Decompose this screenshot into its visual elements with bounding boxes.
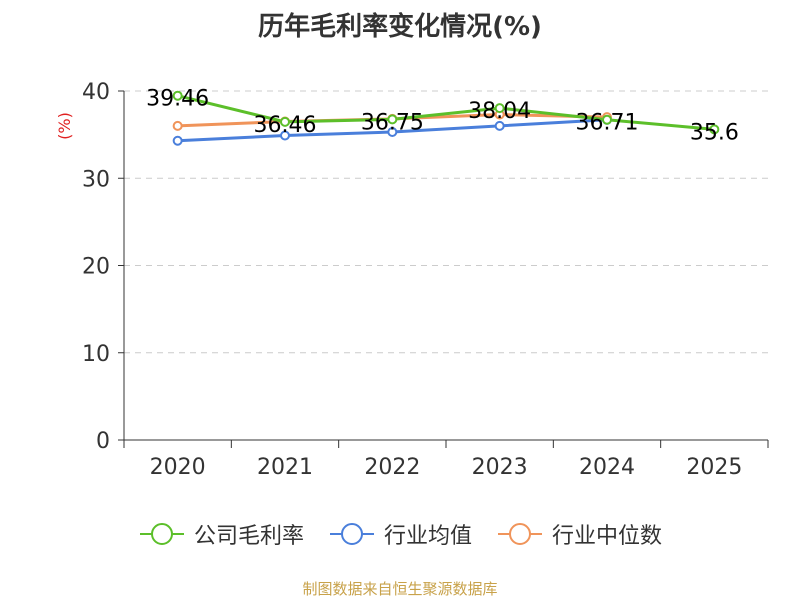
data-label: 39.46	[146, 87, 209, 112]
data-point	[387, 114, 398, 125]
data-point	[280, 116, 290, 127]
source-note: 制图数据来自恒生聚源数据库	[302, 580, 498, 598]
data-point	[387, 127, 398, 138]
y-tick-label: 0	[96, 429, 110, 454]
data-label: 36.46	[254, 113, 317, 138]
y-tick-label: 10	[82, 342, 110, 367]
data-point	[172, 90, 183, 101]
data-point	[709, 124, 720, 135]
y-tick-label: 40	[82, 80, 110, 105]
data-point	[494, 103, 505, 114]
legend-label: 行业中位数	[552, 524, 663, 549]
x-tick-label: 2023	[472, 455, 528, 480]
legend-item[interactable]: 行业中位数	[496, 518, 662, 550]
data-label: 35.6	[690, 120, 739, 145]
x-tick-label: 2025	[686, 455, 742, 480]
x-tick-label: 2020	[150, 455, 206, 480]
data-point	[280, 130, 290, 141]
x-tick-label: 2021	[257, 455, 313, 480]
data-label: 36.71	[576, 111, 639, 136]
data-label: 36.75	[361, 110, 424, 135]
data-point	[602, 114, 612, 125]
data-label: 38.04	[468, 99, 531, 124]
legend: 公司毛利率 行业均值 行业中位数	[0, 518, 800, 550]
y-axis-title: (%)	[55, 112, 74, 140]
legend-marker-icon	[498, 523, 542, 545]
data-point	[494, 120, 505, 131]
legend-marker-icon	[139, 523, 184, 545]
chart-title: 历年毛利率变化情况(%)	[258, 12, 542, 42]
x-tick-label: 2024	[579, 455, 635, 480]
legend-item[interactable]: 行业均值	[328, 518, 472, 550]
legend-label: 行业均值	[383, 524, 472, 549]
x-tick-label: 2022	[364, 455, 420, 480]
legend-label: 公司毛利率	[193, 524, 304, 549]
series-line-0	[177, 94, 715, 131]
data-point	[172, 135, 183, 146]
legend-item[interactable]: 公司毛利率	[138, 518, 304, 550]
data-point	[172, 120, 183, 131]
legend-marker-icon	[329, 523, 374, 545]
y-tick-label: 20	[82, 255, 110, 280]
y-tick-label: 30	[82, 167, 110, 192]
